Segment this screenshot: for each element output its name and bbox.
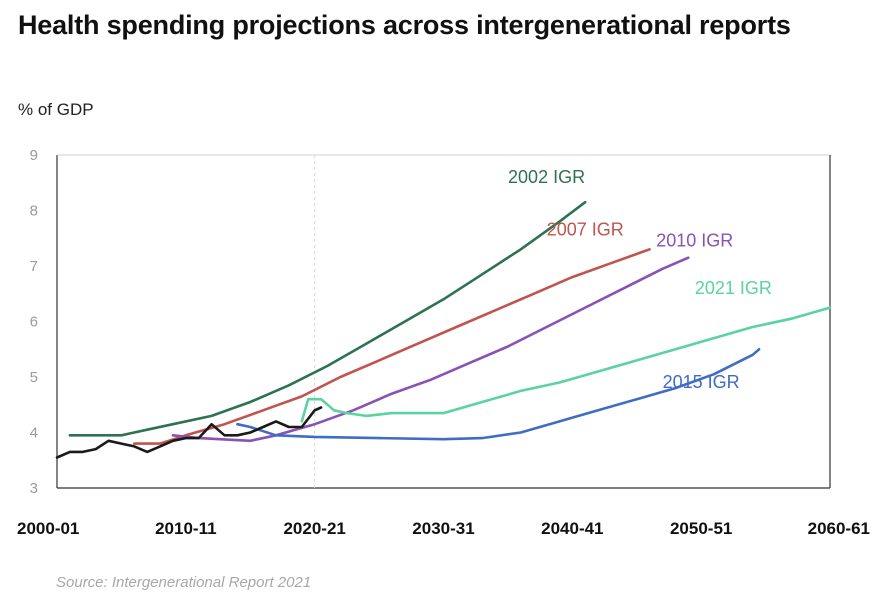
y-tick-label: 3 [30, 480, 38, 497]
series-line-2007-igr [133, 248, 651, 445]
series-label-2021-igr: 2021 IGR [695, 278, 772, 298]
series-line-2010-igr [171, 256, 690, 443]
chart-axes: 3 4 5 6 7 8 9 2000-01 2010-11 2020-21 2030-31 2040-… [17, 147, 870, 538]
series-label-2010-igr: 2010 IGR [656, 231, 733, 251]
chart-title: Health spending projections across inter… [18, 10, 791, 40]
x-tick-label: 2060-61 [808, 519, 870, 538]
y-tick-label: 4 [30, 425, 38, 442]
y-axis-unit-label: % of GDP [18, 100, 94, 119]
x-tick-label: 2030-31 [412, 519, 474, 538]
chart-label-group: 2002 IGR 2007 IGR 2010 IGR 2021 IGR 2015 IGR [508, 167, 772, 392]
series-line-2021-igr [300, 306, 832, 423]
series-line-actual [55, 406, 323, 459]
chart-series-group [55, 200, 832, 459]
y-tick-label: 7 [30, 258, 38, 275]
x-tick-label: 2020-21 [283, 519, 345, 538]
source-note: Source: Intergenerational Report 2021 [56, 574, 312, 591]
series-line-2015-igr [236, 348, 761, 441]
series-label-2002-igr: 2002 IGR [508, 167, 585, 187]
y-tick-label: 8 [30, 203, 38, 220]
y-tick-label: 9 [30, 147, 38, 164]
y-tick-label: 5 [30, 369, 38, 386]
x-tick-label: 2000-01 [17, 519, 79, 538]
series-label-2015-igr: 2015 IGR [663, 372, 740, 392]
x-tick-label: 2040-41 [541, 519, 603, 538]
x-tick-label: 2010-11 [155, 519, 216, 538]
series-label-2007-igr: 2007 IGR [547, 219, 624, 239]
y-tick-label: 6 [30, 314, 38, 331]
x-tick-label: 2050-51 [670, 519, 732, 538]
series-line-2002-igr [68, 200, 587, 437]
